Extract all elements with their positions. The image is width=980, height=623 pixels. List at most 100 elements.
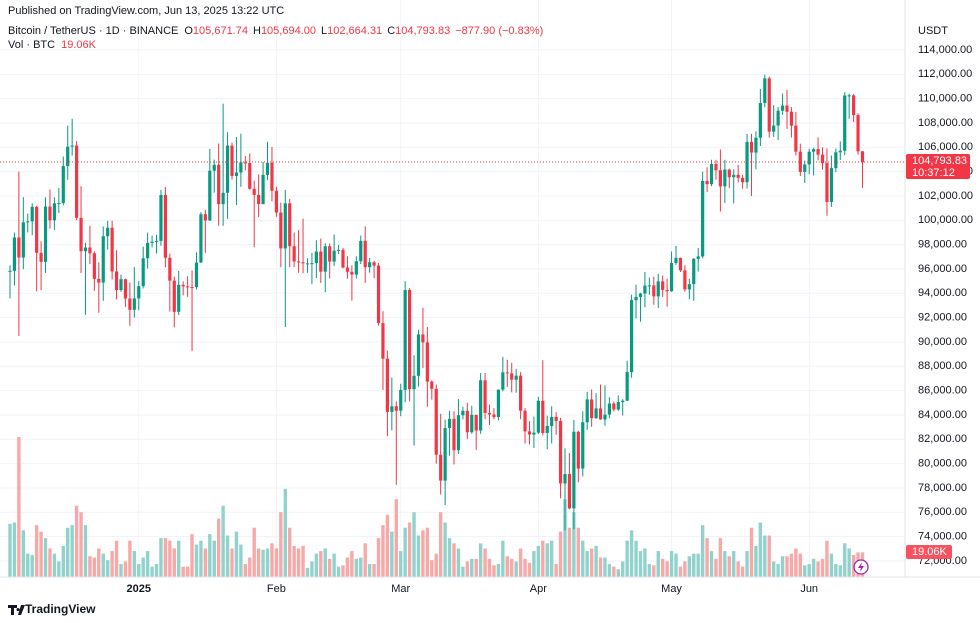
candle-body	[305, 263, 310, 265]
candle-body	[283, 203, 287, 249]
candle-body	[470, 414, 474, 433]
candle-body	[354, 261, 358, 275]
volume-bar	[767, 535, 771, 577]
candle-body	[505, 372, 509, 374]
candle-body	[661, 281, 665, 290]
volume-bar	[829, 553, 834, 577]
candle-body	[159, 195, 163, 241]
candle-body	[399, 389, 403, 411]
volume-bar	[394, 499, 398, 577]
volume-bar	[438, 512, 443, 577]
candle-body	[860, 151, 865, 162]
candle-body	[532, 432, 536, 435]
legend-value: 105,694.00	[261, 25, 316, 37]
legend-change: −877.90 (−0.83%)	[455, 25, 543, 37]
volume-bar	[105, 560, 110, 577]
volume-bar	[700, 525, 705, 577]
candle-body	[798, 151, 802, 172]
volume-bar	[581, 540, 585, 577]
candle-body	[772, 125, 776, 132]
volume-bar	[807, 564, 811, 577]
candle-body	[541, 400, 545, 433]
volume-bar	[470, 558, 474, 577]
candle-body	[585, 399, 589, 423]
volume-bar	[385, 514, 390, 577]
candle-body	[270, 162, 274, 191]
candle-body	[101, 236, 105, 283]
y-tick-label: 88,000.00	[918, 360, 967, 372]
legend-value: 102,664.31	[327, 25, 382, 37]
candle-body	[181, 284, 185, 287]
volume-bar	[749, 527, 754, 577]
candle-body	[630, 300, 634, 373]
candle-body	[110, 227, 114, 272]
volume-bar	[159, 538, 163, 577]
candle-body	[332, 250, 336, 262]
volume-bar	[52, 553, 57, 577]
volume-bar	[43, 538, 48, 577]
volume-bar	[79, 512, 83, 577]
volume-bar	[70, 525, 74, 577]
candle-body	[847, 95, 851, 97]
candle-body	[696, 256, 700, 259]
volume-bar	[589, 548, 594, 577]
legend-key: C	[387, 25, 395, 37]
candle-body	[123, 279, 128, 299]
volume-bar	[776, 564, 780, 577]
y-tick-label: 90,000.00	[918, 336, 967, 348]
candle-body	[492, 414, 496, 418]
candle-body	[780, 105, 785, 111]
volume-bar	[643, 548, 647, 577]
y-tick-label: 84,000.00	[918, 409, 967, 421]
candle-body	[838, 150, 842, 153]
candle-body	[807, 151, 811, 165]
volume-bar	[780, 556, 785, 577]
candle-body	[301, 262, 305, 264]
volume-bar	[363, 543, 367, 577]
volume-bar	[381, 525, 385, 577]
candle-body	[194, 262, 199, 288]
y-tick-label: 106,000.00	[918, 141, 973, 153]
alert-icon-bolt	[858, 562, 864, 572]
volume-bar	[296, 548, 301, 577]
volume-bar	[145, 551, 150, 577]
candle-body	[519, 375, 523, 411]
candle-body	[581, 422, 585, 469]
candle-body	[154, 240, 159, 242]
volume-bar	[252, 527, 256, 577]
volume-bar	[678, 566, 683, 577]
volume-bar	[616, 569, 620, 577]
y-tick-label: 114,000.00	[918, 44, 972, 56]
candle-body	[75, 145, 79, 218]
candle-body	[261, 174, 265, 205]
volume-bar	[279, 512, 283, 577]
legend: Bitcoin / TetherUS · 1D · BINANCE O 105,67…	[8, 25, 543, 51]
y-tick-label: 80,000.00	[918, 458, 967, 470]
volume-bar	[30, 554, 34, 577]
volume-bar	[341, 565, 345, 577]
volume-bar	[523, 558, 527, 577]
volume-bar	[283, 488, 287, 577]
volume-bar	[367, 564, 372, 577]
candle-body	[381, 323, 385, 359]
candle-body	[35, 206, 39, 253]
candle-body	[754, 137, 758, 153]
candle-body	[385, 358, 389, 412]
volume-bar	[456, 548, 461, 577]
candle-body	[92, 253, 96, 279]
volume-bar	[270, 543, 274, 577]
volume-bar	[12, 522, 17, 577]
candle-body	[856, 115, 860, 152]
candle-body	[97, 278, 101, 283]
candle-body	[217, 164, 221, 205]
volume-bar	[372, 564, 376, 577]
candle-body	[718, 170, 722, 187]
legend-volume-value: 19.06K	[61, 39, 97, 51]
volume-bar	[181, 566, 185, 577]
volume-bar	[61, 545, 65, 577]
volume-bar	[603, 557, 607, 577]
candle-body	[785, 105, 789, 112]
candle-body	[572, 431, 576, 509]
last-price-label: 104,793.83	[912, 155, 967, 167]
candle-body	[741, 177, 745, 183]
